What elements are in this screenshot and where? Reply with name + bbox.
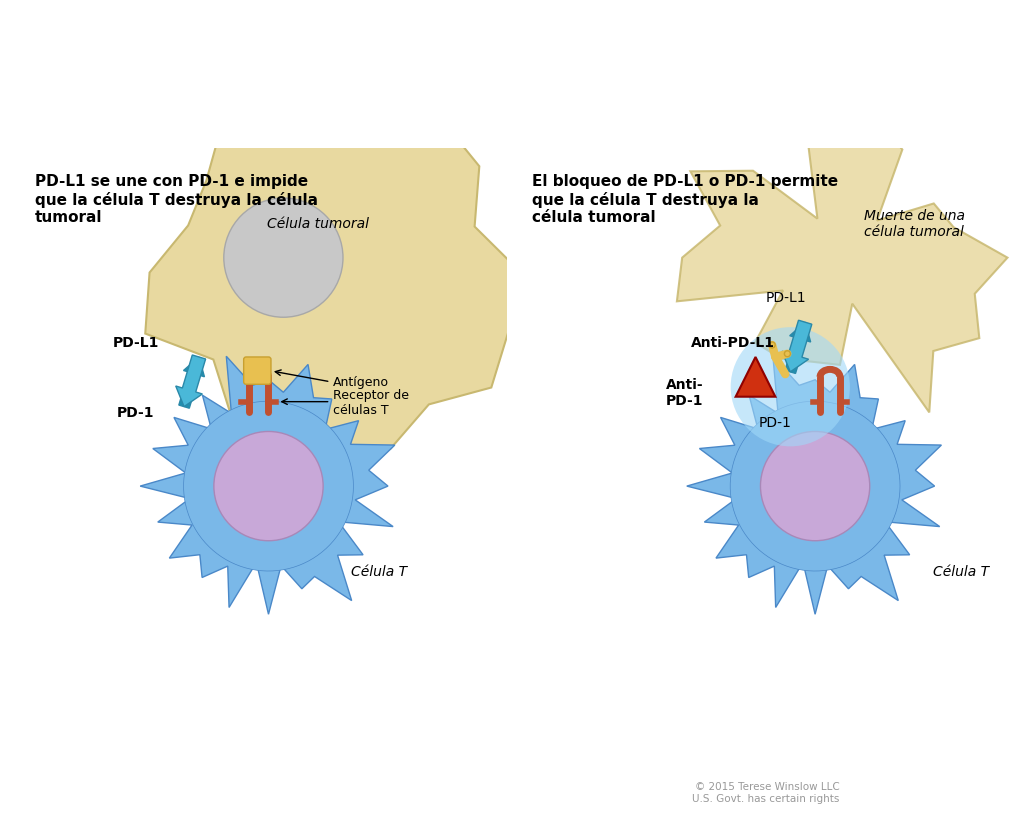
Text: Célula T: Célula T [351, 563, 408, 578]
Polygon shape [687, 357, 941, 614]
Polygon shape [145, 108, 521, 454]
Polygon shape [179, 358, 205, 409]
Text: Célula tumoral: Célula tumoral [267, 216, 370, 231]
Text: PD-1: PD-1 [759, 415, 792, 429]
Polygon shape [183, 401, 353, 572]
Polygon shape [782, 321, 812, 373]
Polygon shape [677, 120, 1008, 413]
FancyBboxPatch shape [244, 358, 271, 385]
Text: PD-L1 se une con PD-1 e impide
que la célula T destruya la célula
tumoral: PD-L1 se une con PD-1 e impide que la cé… [35, 174, 318, 225]
Text: Célula T: Célula T [933, 563, 989, 578]
Circle shape [761, 432, 869, 541]
Text: PD-L1: PD-L1 [766, 291, 806, 305]
Polygon shape [735, 358, 775, 397]
Text: Anti-PD-L1: Anti-PD-L1 [691, 336, 775, 350]
Text: PD-1: PD-1 [117, 405, 155, 419]
Polygon shape [785, 323, 811, 374]
Circle shape [769, 342, 775, 349]
Circle shape [731, 328, 850, 447]
Circle shape [784, 351, 791, 357]
Polygon shape [730, 401, 900, 572]
Text: Muerte de una
célula tumoral: Muerte de una célula tumoral [864, 209, 965, 238]
Text: Receptor de
células T: Receptor de células T [333, 388, 409, 416]
Text: Antígeno: Antígeno [333, 376, 389, 389]
Text: Anti-
PD-1: Anti- PD-1 [667, 378, 703, 407]
Circle shape [214, 432, 324, 541]
Polygon shape [176, 355, 206, 407]
Polygon shape [140, 357, 395, 614]
Text: © 2015 Terese Winslow LLC
U.S. Govt. has certain rights: © 2015 Terese Winslow LLC U.S. Govt. has… [692, 781, 840, 803]
Text: PD-L1: PD-L1 [113, 336, 160, 350]
Text: El bloqueo de PD-L1 o PD-1 permite
que la célula T destruya la
célula tumoral: El bloqueo de PD-L1 o PD-1 permite que l… [532, 174, 839, 225]
Circle shape [224, 199, 343, 318]
